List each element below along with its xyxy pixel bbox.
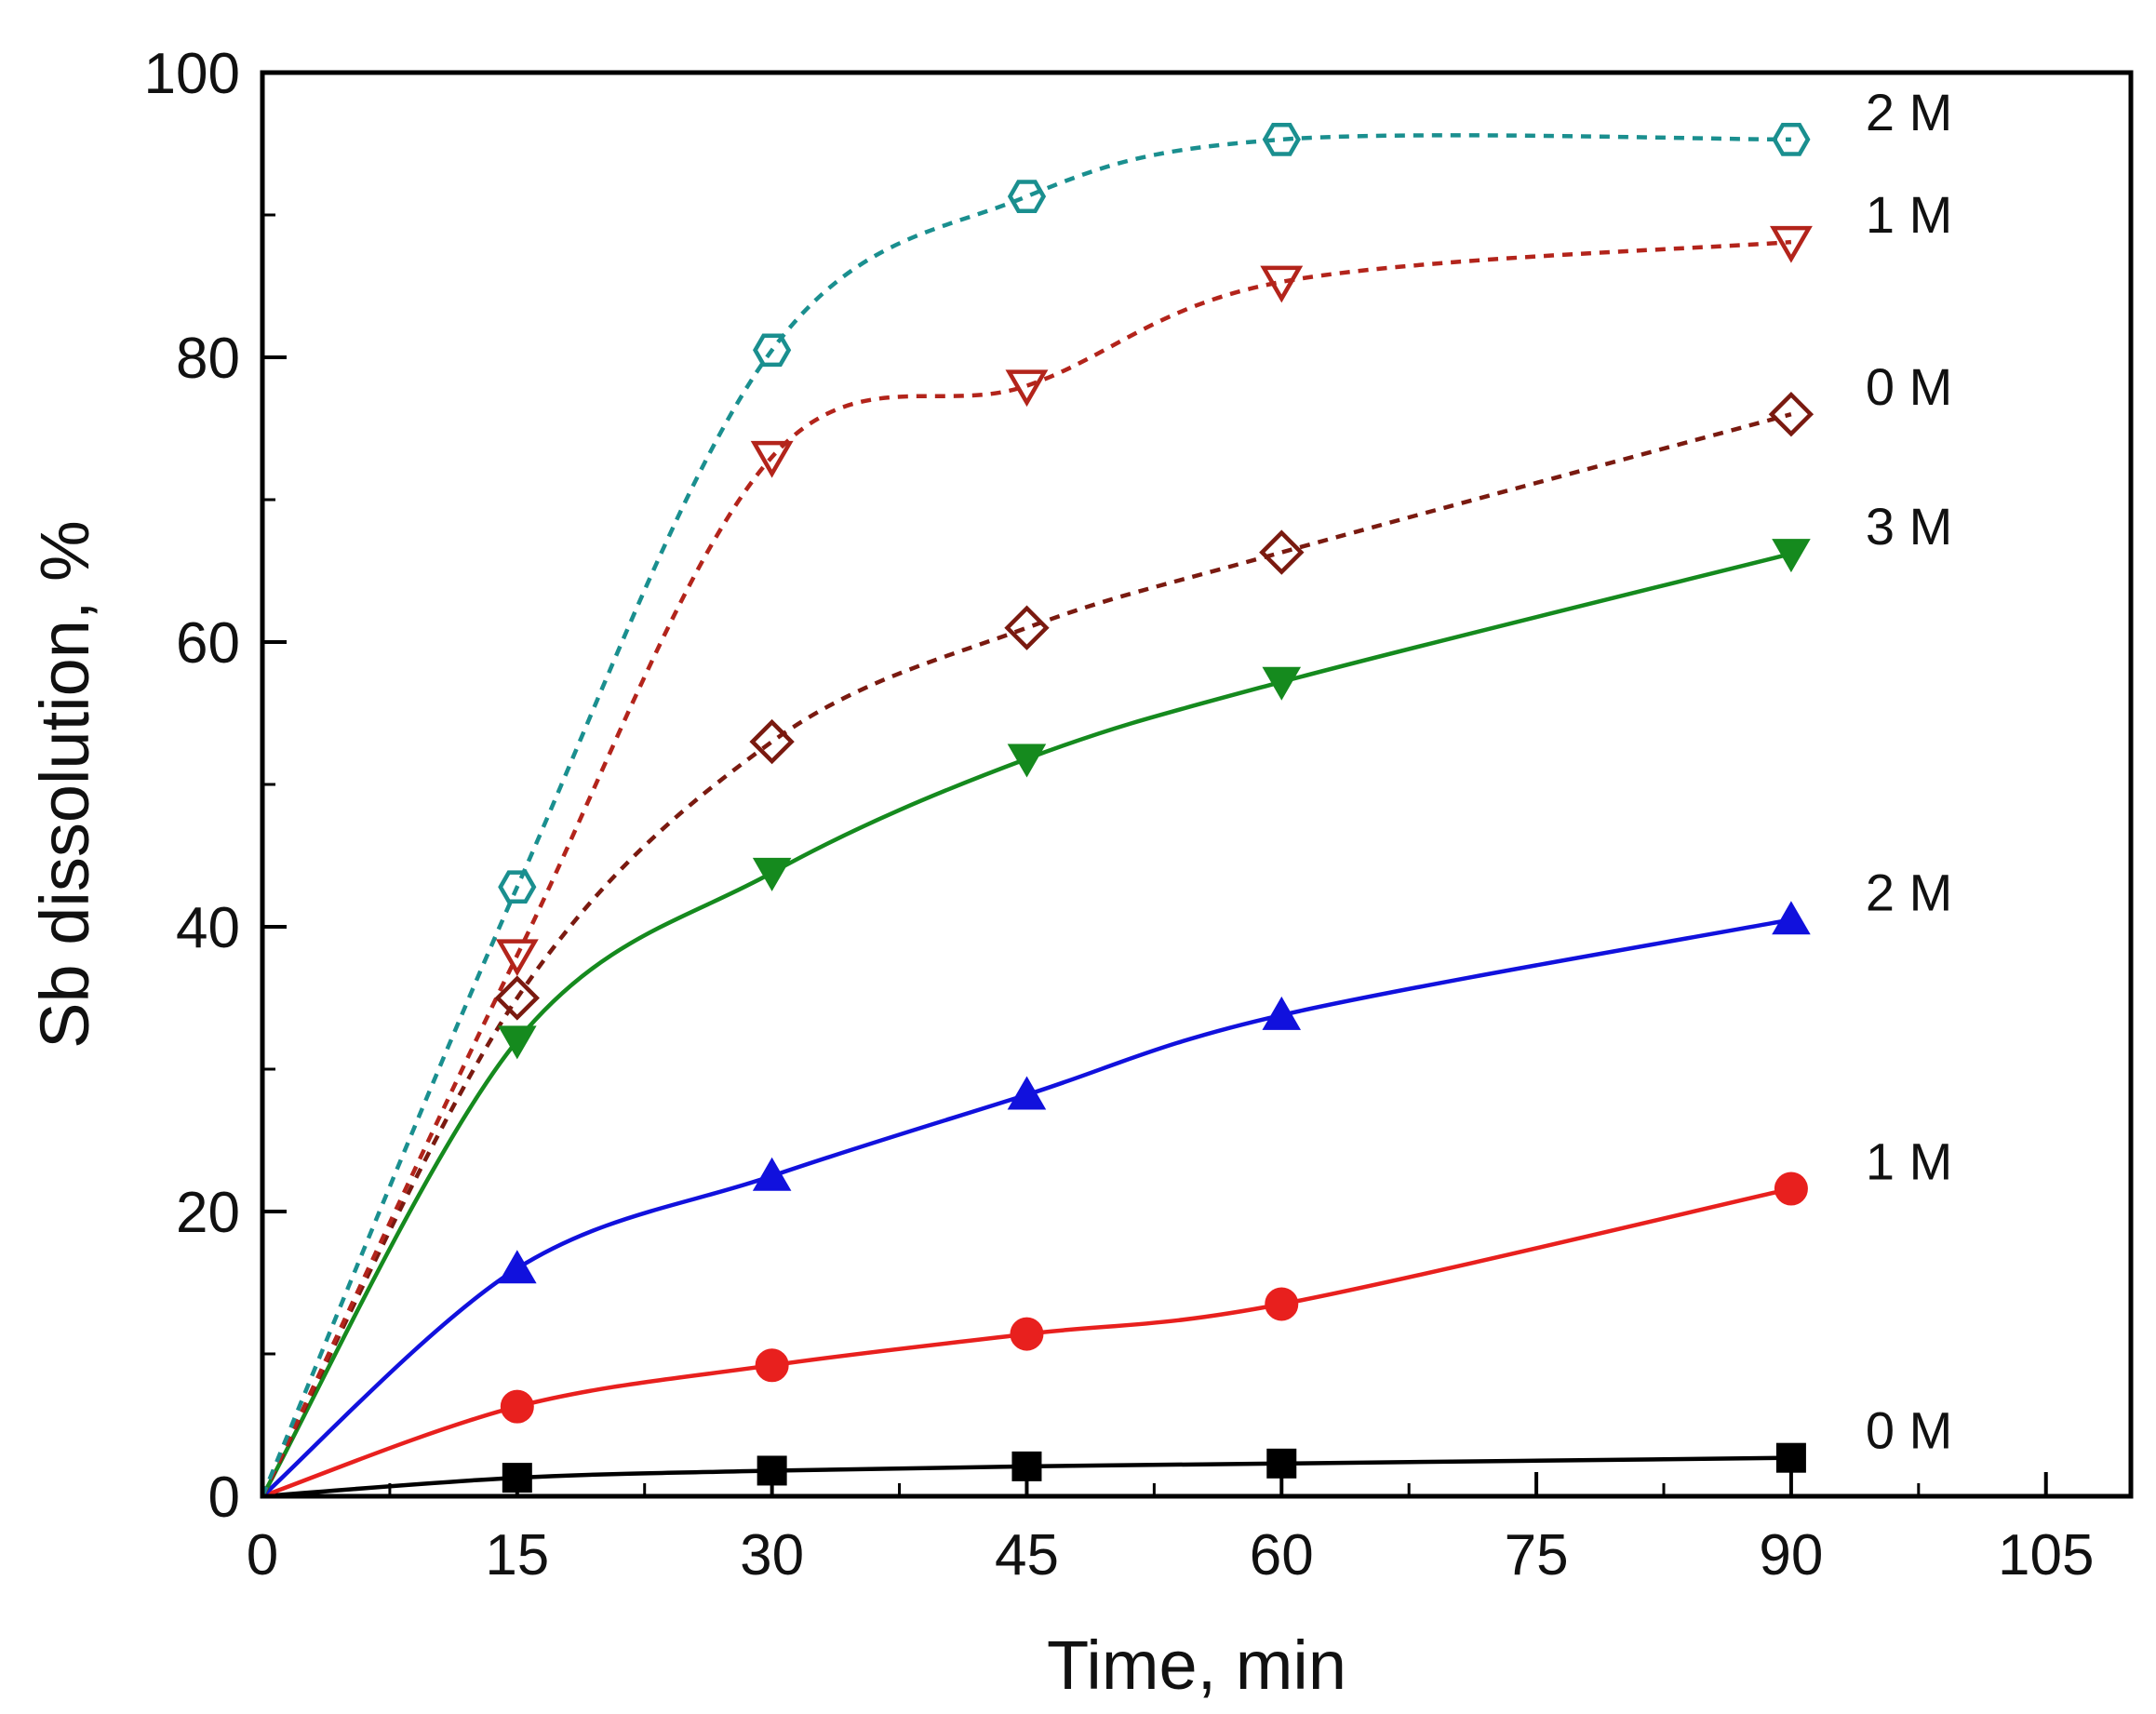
y-tick-label: 20	[176, 1181, 240, 1245]
y-tick-label: 100	[144, 42, 240, 106]
data-point-series-1	[1774, 1172, 1808, 1206]
series-curve-1	[261, 1186, 1792, 1499]
y-axis-title: Sb dissolution, %	[26, 520, 103, 1049]
data-point-series-1	[1265, 1287, 1299, 1321]
data-point-series-6	[1007, 180, 1047, 213]
data-point-series-0	[1775, 1442, 1806, 1473]
series-label: 1 M	[1866, 185, 1952, 244]
data-point-series-1	[500, 1389, 534, 1424]
data-point-series-6	[753, 333, 792, 368]
data-point-series-3	[1262, 666, 1302, 701]
data-point-series-5	[495, 939, 539, 977]
series-curves	[260, 133, 1792, 1499]
data-point-series-3	[752, 857, 792, 891]
y-tick-label: 80	[176, 327, 240, 391]
x-axis-title: Time, min	[1047, 1627, 1346, 1704]
x-tick-label: 105	[1998, 1523, 2094, 1587]
series-label: 1 M	[1866, 1132, 1952, 1191]
axes: 0 15 30 45 60 75 90 105 0 20 40 60 80 100	[144, 42, 2095, 1587]
data-point-series-2	[1262, 996, 1302, 1030]
data-point-series-4	[1768, 392, 1815, 437]
data-point-series-5	[1770, 225, 1813, 263]
data-point-series-3	[498, 1025, 537, 1060]
x-tick-label: 45	[995, 1523, 1059, 1587]
data-point-series-6	[1262, 123, 1301, 156]
data-point-series-4	[494, 975, 540, 1021]
x-tick-label: 0	[247, 1523, 278, 1587]
data-point-series-5	[750, 440, 794, 478]
series-curve-2	[261, 917, 1792, 1498]
series-curve-0	[261, 1455, 1791, 1499]
series-markers	[494, 123, 1815, 1493]
x-tick-label: 30	[740, 1523, 804, 1587]
series-curve-6	[260, 133, 1791, 1497]
data-point-series-5	[1260, 265, 1304, 303]
y-tick-label: 40	[176, 896, 240, 960]
data-point-series-2	[1772, 901, 1811, 935]
x-tick-label: 75	[1505, 1523, 1569, 1587]
data-point-series-6	[1772, 123, 1811, 156]
x-tick-label: 15	[485, 1523, 549, 1587]
data-point-series-4	[1259, 529, 1305, 575]
data-point-series-1	[755, 1348, 789, 1383]
y-tick-label: 60	[176, 611, 240, 676]
series-labels: 0 M 1 M 2 M 3 M 0 M 1 M 2 M	[1866, 83, 1952, 1460]
series-curve-3	[261, 551, 1792, 1498]
series-label: 3 M	[1866, 497, 1952, 556]
x-tick-label: 90	[1759, 1523, 1823, 1587]
x-tick-label: 60	[1250, 1523, 1314, 1587]
data-point-series-3	[1772, 539, 1811, 573]
series-label: 2 M	[1866, 863, 1952, 921]
data-point-series-3	[1007, 743, 1047, 778]
plot-frame	[260, 70, 2134, 1499]
data-point-series-4	[1004, 605, 1050, 650]
data-point-series-6	[498, 870, 537, 904]
series-curve-5	[260, 239, 1792, 1497]
y-tick-label: 0	[208, 1466, 240, 1530]
data-point-series-1	[1010, 1317, 1044, 1351]
series-label: 0 M	[1866, 357, 1952, 416]
data-point-series-2	[498, 1250, 537, 1284]
data-point-series-2	[1007, 1076, 1047, 1110]
data-point-series-4	[749, 718, 795, 765]
data-point-series-2	[752, 1157, 792, 1191]
series-label: 0 M	[1866, 1401, 1952, 1460]
series-label: 2 M	[1866, 83, 1952, 141]
data-point-series-5	[1005, 369, 1049, 408]
